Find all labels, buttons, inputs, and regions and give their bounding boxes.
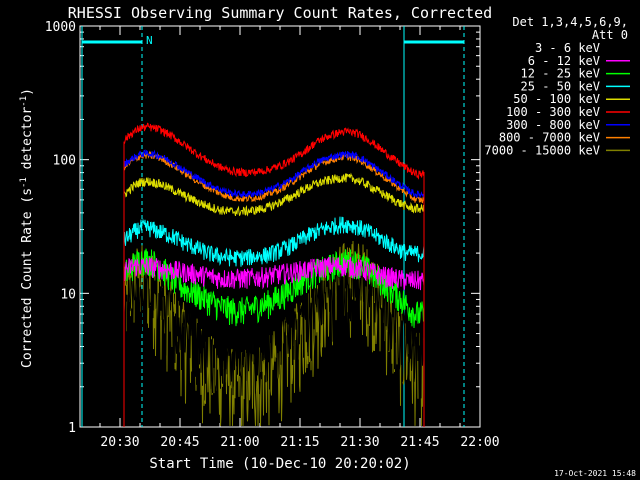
night-marker-label: N (146, 34, 153, 47)
x-axis-ticks: 20:30 20:45 21:00 21:15 21:30 21:45 22:00 (79, 26, 500, 450)
y-axis-label-mid: detector (20, 107, 35, 178)
y-tick-label: 10 (60, 287, 76, 302)
x-tick-label: 21:45 (400, 435, 439, 450)
legend-label: 25 - 50 keV (521, 79, 600, 93)
y-tick-label: 1 (68, 421, 76, 436)
legend-label: 12 - 25 keV (521, 67, 600, 81)
x-tick-label: 21:15 (280, 435, 319, 450)
attenuator-overlays: N (81, 26, 465, 427)
series-12_25keV-line (123, 248, 425, 427)
y-axis-label: Corrected Count Rate (s-1 detector-1) (19, 88, 35, 368)
y-axis-label-sup2: -1 (19, 96, 29, 107)
legend-label: 6 - 12 keV (528, 54, 600, 68)
footer-timestamp: 17-Oct-2021 15:48 (554, 469, 636, 478)
series-25_50keV-line (123, 216, 425, 427)
y-axis-ticks: 1 10 100 1000 (45, 20, 480, 436)
legend-label: 300 - 800 keV (506, 118, 600, 132)
y-tick-label: 100 (53, 154, 76, 169)
series-100_300keV-line (123, 122, 425, 427)
series-300_800keV-line (123, 149, 425, 427)
x-tick-label: 22:00 (460, 435, 499, 450)
x-tick-label: 20:30 (100, 435, 139, 450)
chart-title: RHESSI Observing Summary Count Rates, Co… (68, 4, 492, 22)
series-6_12keV-line (123, 256, 425, 427)
y-axis-label-end: ) (20, 88, 35, 96)
legend-label: 100 - 300 keV (506, 105, 600, 119)
legend-label: 800 - 7000 keV (499, 131, 600, 145)
legend-label: 50 - 100 keV (513, 92, 600, 106)
x-tick-label: 20:45 (160, 435, 199, 450)
legend-label: 7000 - 15000 keV (484, 143, 600, 157)
legend-label: 3 - 6 keV (535, 41, 600, 55)
series-50_100keV-line (123, 172, 425, 427)
series-group (123, 122, 425, 427)
y-axis-label-main: Corrected Count Rate (s (20, 188, 35, 368)
x-tick-label: 21:00 (220, 435, 259, 450)
legend-header-2: Att 0 (592, 28, 628, 42)
series-3_6keV-line (123, 253, 425, 427)
y-axis-label-sup1: -1 (19, 177, 29, 188)
x-axis-label: Start Time (10-Dec-10 20:20:02) (149, 456, 410, 472)
legend-header-1: Det 1,3,4,5,6,9, (512, 15, 628, 29)
y-tick-label: 1000 (45, 20, 76, 35)
x-tick-label: 21:30 (340, 435, 379, 450)
